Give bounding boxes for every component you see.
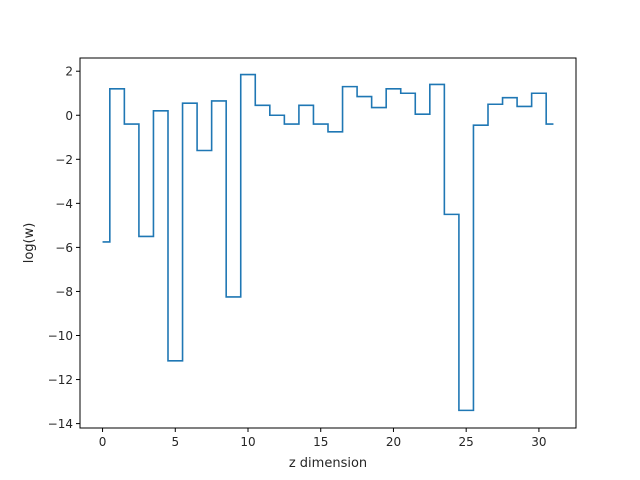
x-tick-label: 5 <box>171 435 179 449</box>
y-tick-label: −12 <box>48 373 73 387</box>
y-tick-label: −4 <box>55 197 73 211</box>
x-tick-label: 10 <box>240 435 255 449</box>
y-tick-label: −6 <box>55 241 73 255</box>
y-tick-label: −8 <box>55 285 73 299</box>
y-tick-label: −10 <box>48 329 73 343</box>
y-tick-label: −14 <box>48 417 73 431</box>
y-axis-label: log(w) <box>22 223 37 264</box>
series-step-line <box>102 73 554 412</box>
x-tick-label: 0 <box>99 435 107 449</box>
x-tick-label: 30 <box>531 435 546 449</box>
x-tick-label: 20 <box>386 435 401 449</box>
x-axis-label: z dimension <box>289 456 367 471</box>
y-tick-label: 2 <box>65 65 73 79</box>
y-tick-label: −2 <box>55 153 73 167</box>
x-tick-label: 15 <box>313 435 328 449</box>
x-tick-label: 25 <box>459 435 474 449</box>
y-tick-label: 0 <box>65 109 73 123</box>
axes-frame <box>79 57 577 429</box>
